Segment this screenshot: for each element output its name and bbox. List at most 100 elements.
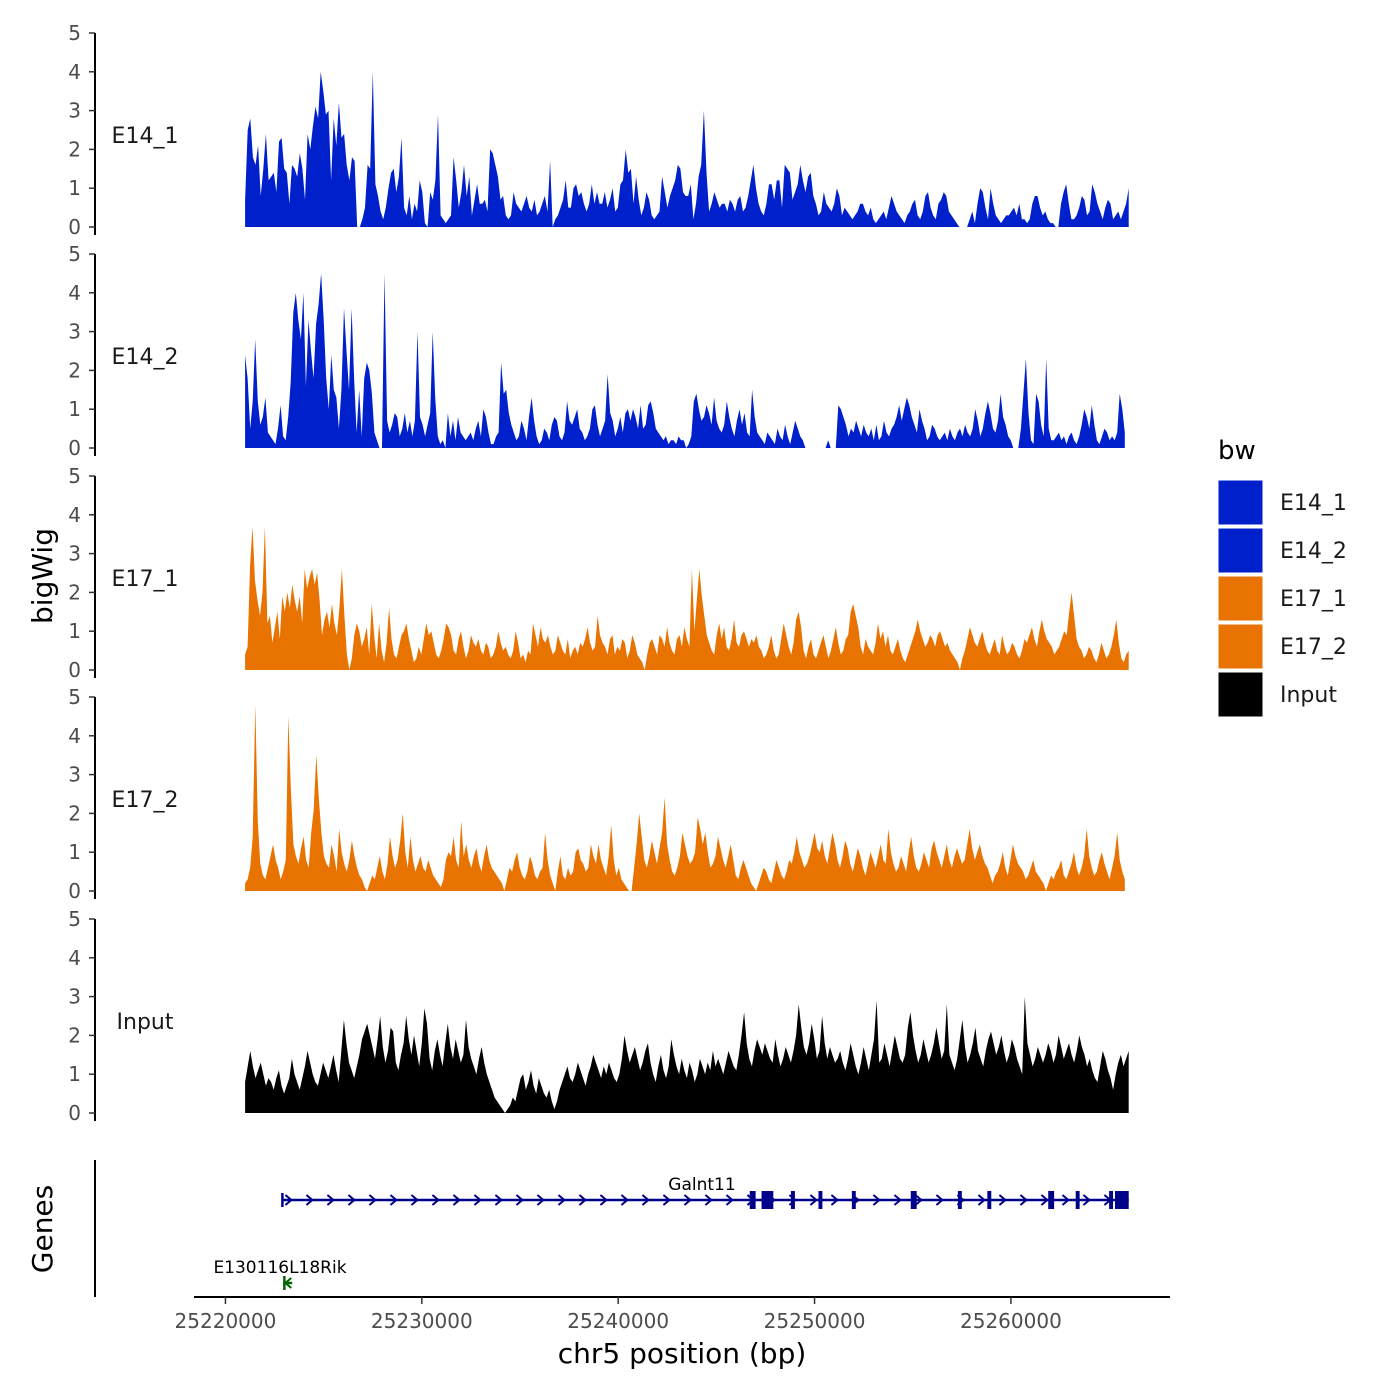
- strand-arrow: [977, 1194, 986, 1206]
- strand-arrow: [557, 1194, 566, 1206]
- y-tick-label: 2: [68, 137, 81, 161]
- exon: [749, 1191, 756, 1209]
- y-tick-label: 4: [68, 946, 81, 970]
- exon: [1114, 1191, 1129, 1209]
- y-tick-label: 0: [68, 215, 81, 239]
- x-tick-label: 25240000: [567, 1309, 669, 1333]
- strand-arrow: [704, 1194, 713, 1206]
- y-tick-label: 5: [68, 464, 81, 488]
- strand-arrow: [662, 1194, 671, 1206]
- genes-axis-title: Genes: [26, 1185, 59, 1273]
- legend-swatch: [1217, 623, 1264, 670]
- strand-arrow: [494, 1194, 503, 1206]
- y-tick-label: 1: [68, 397, 81, 421]
- strand-arrow: [452, 1194, 461, 1206]
- x-tick-label: 25260000: [960, 1309, 1062, 1333]
- exon: [790, 1191, 795, 1209]
- y-tick-label: 4: [68, 281, 81, 305]
- track-label: E17_2: [112, 788, 179, 813]
- legend-title: bw: [1218, 436, 1256, 466]
- y-tick-label: 2: [68, 801, 81, 825]
- y-tick-label: 1: [68, 619, 81, 643]
- exon: [957, 1191, 962, 1209]
- strand-arrow: [599, 1194, 608, 1206]
- y-tick-label: 4: [68, 503, 81, 527]
- gene-galnt11: Galnt11: [281, 1175, 1129, 1209]
- strand-arrow: [893, 1194, 902, 1206]
- strand-arrow: [305, 1194, 314, 1206]
- track-label: E17_1: [112, 567, 179, 592]
- y-axis-title: bigWig: [26, 528, 59, 624]
- y-tick-label: 3: [68, 99, 81, 123]
- strand-arrow: [683, 1194, 692, 1206]
- y-tick-label: 0: [68, 436, 81, 460]
- exon: [1075, 1191, 1080, 1209]
- y-tick-label: 4: [68, 60, 81, 84]
- legend-item-e17_1: E17_1: [1217, 575, 1347, 622]
- exon: [1109, 1191, 1114, 1209]
- signal-area-e14_2: [245, 273, 1125, 448]
- y-tick-label: 2: [68, 580, 81, 604]
- exon: [910, 1191, 917, 1209]
- track-e14_1: 0 1 2 3 4 5 E14_1: [68, 21, 1129, 239]
- y-tick-label: 2: [68, 358, 81, 382]
- strand-arrow: [872, 1194, 881, 1206]
- x-axis-title: chr5 position (bp): [558, 1337, 807, 1370]
- legend-swatch: [1217, 671, 1264, 718]
- x-tick-label: 25230000: [371, 1309, 473, 1333]
- legend-item-e14_1: E14_1: [1217, 479, 1347, 526]
- strand-arrow: [641, 1194, 650, 1206]
- strand-arrow: [368, 1194, 377, 1206]
- exon: [818, 1191, 823, 1209]
- y-tick-label: 1: [68, 1062, 81, 1086]
- legend-label: E14_1: [1280, 491, 1347, 516]
- y-tick-label: 3: [68, 320, 81, 344]
- strand-arrow: [830, 1194, 839, 1206]
- legend-label: E17_1: [1280, 587, 1347, 612]
- legend-item-e17_2: E17_2: [1217, 623, 1347, 670]
- strand-arrow: [410, 1194, 419, 1206]
- strand-arrow: [935, 1194, 944, 1206]
- legend-swatch: [1217, 575, 1264, 622]
- y-tick-label: 3: [68, 985, 81, 1009]
- track-label: E14_2: [112, 345, 179, 370]
- y-tick-label: 0: [68, 658, 81, 682]
- strand-arrow: [809, 1194, 818, 1206]
- y-tick-label: 5: [68, 242, 81, 266]
- track-label: Input: [117, 1010, 174, 1035]
- strand-arrow: [347, 1194, 356, 1206]
- legend-item-e14_2: E14_2: [1217, 527, 1347, 574]
- gene-label: Galnt11: [668, 1175, 735, 1195]
- y-tick-label: 3: [68, 763, 81, 787]
- y-tick-label: 5: [68, 907, 81, 931]
- strand-arrow: [998, 1194, 1007, 1206]
- y-tick-label: 1: [68, 176, 81, 200]
- signal-area-e17_1: [245, 526, 1129, 670]
- strand-arrow: [578, 1194, 587, 1206]
- strand-arrow: [725, 1194, 734, 1206]
- y-tick-label: 5: [68, 21, 81, 45]
- legend-item-input: Input: [1217, 671, 1337, 718]
- strand-arrow: [536, 1194, 545, 1206]
- y-tick-label: 3: [68, 542, 81, 566]
- legend-swatch: [1217, 479, 1264, 526]
- bigwig-tracks: 0 1 2 3 4 5 E14_1 0 1 2 3 4 5 E14_2 0 1 2 3 4 5 E17_1 0 1 2 3 4 5 E…: [68, 21, 1129, 1125]
- y-tick-label: 5: [68, 685, 81, 709]
- strand-arrow: [1061, 1194, 1070, 1206]
- gene-e130116l18rik: E130116L18Rik: [213, 1258, 347, 1290]
- strand-arrow: [1082, 1194, 1091, 1206]
- legend-swatch: [1217, 527, 1264, 574]
- y-tick-label: 0: [68, 879, 81, 903]
- legend: bw E14_1 E14_2 E17_1 E17_2 Input: [1217, 436, 1347, 718]
- track-input: 0 1 2 3 4 5 Input: [68, 907, 1129, 1125]
- strand-arrow: [515, 1194, 524, 1206]
- exon: [987, 1191, 992, 1209]
- y-tick-label: 4: [68, 724, 81, 748]
- signal-area-e14_1: [245, 71, 1129, 227]
- gene-label: E130116L18Rik: [213, 1258, 346, 1278]
- y-tick-label: 0: [68, 1101, 81, 1125]
- exon: [761, 1191, 774, 1209]
- y-tick-label: 2: [68, 1023, 81, 1047]
- genes-track: Galnt11 E130116L18Rik: [94, 1160, 1129, 1297]
